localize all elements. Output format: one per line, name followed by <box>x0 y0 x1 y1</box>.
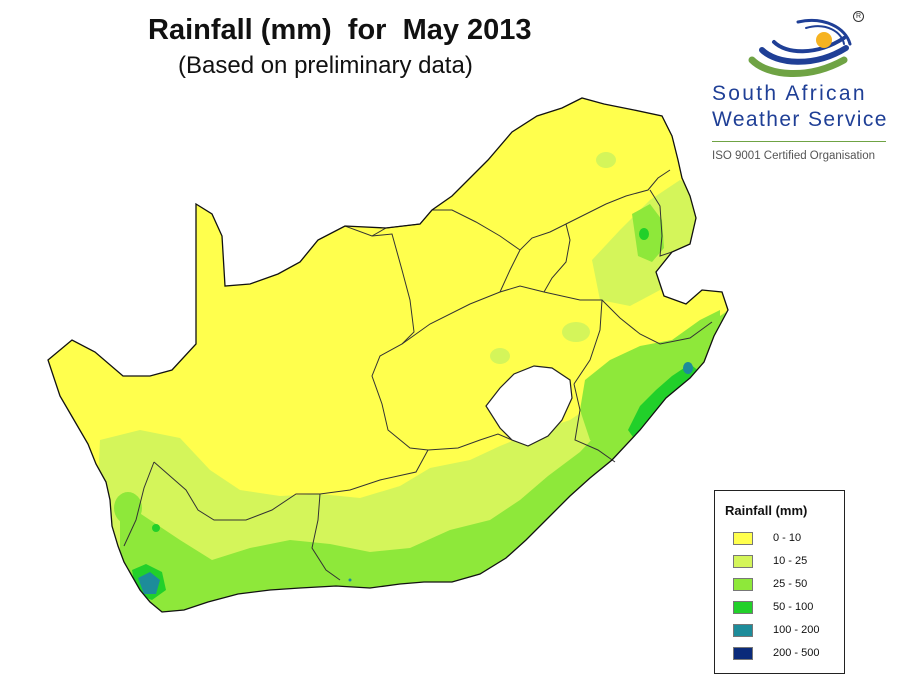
legend-label: 100 - 200 <box>773 624 820 636</box>
zone-50-100 <box>152 524 160 532</box>
legend-title: Rainfall (mm) <box>725 503 808 518</box>
legend-label: 10 - 25 <box>773 555 808 567</box>
zone-100-200 <box>138 572 160 594</box>
legend-swatch <box>733 601 753 614</box>
legend-label: 200 - 500 <box>773 647 820 659</box>
province-boundaries <box>123 169 713 581</box>
zone-10-25 <box>490 348 510 364</box>
map-subtitle: (Based on preliminary data) <box>178 52 473 79</box>
registered-mark-icon: R <box>853 11 864 22</box>
legend-swatch <box>733 647 753 660</box>
logo-text-line1: South African <box>712 82 867 105</box>
zone-50-100 <box>639 228 649 240</box>
legend-swatch <box>733 532 753 545</box>
legend-swatch <box>733 624 753 637</box>
saws-logo <box>748 19 852 78</box>
legend-swatch <box>733 555 753 568</box>
logo-iso-text: ISO 9001 Certified Organisation <box>712 150 876 162</box>
water-spot <box>466 474 470 478</box>
logo-swirl-icon <box>748 19 852 78</box>
legend-label: 25 - 50 <box>773 578 808 590</box>
map-title: Rainfall (mm) for May 2013 <box>148 14 532 46</box>
logo-sun-icon <box>816 32 832 48</box>
legend: Rainfall (mm) 0 - 10 10 - 25 25 - 50 50 … <box>714 490 845 674</box>
legend-swatch <box>733 578 753 591</box>
zone-25-50 <box>580 310 720 450</box>
zone-10-25 <box>562 322 590 342</box>
water-spot <box>348 578 352 582</box>
zone-10-25 <box>596 152 616 168</box>
legend-label: 0 - 10 <box>773 532 802 544</box>
zone-25-50 <box>114 492 142 524</box>
logo-text-line2: Weather Service <box>712 108 888 131</box>
zone-100-200 <box>683 362 693 374</box>
legend-label: 50 - 100 <box>773 601 814 613</box>
logo-divider <box>712 141 886 142</box>
